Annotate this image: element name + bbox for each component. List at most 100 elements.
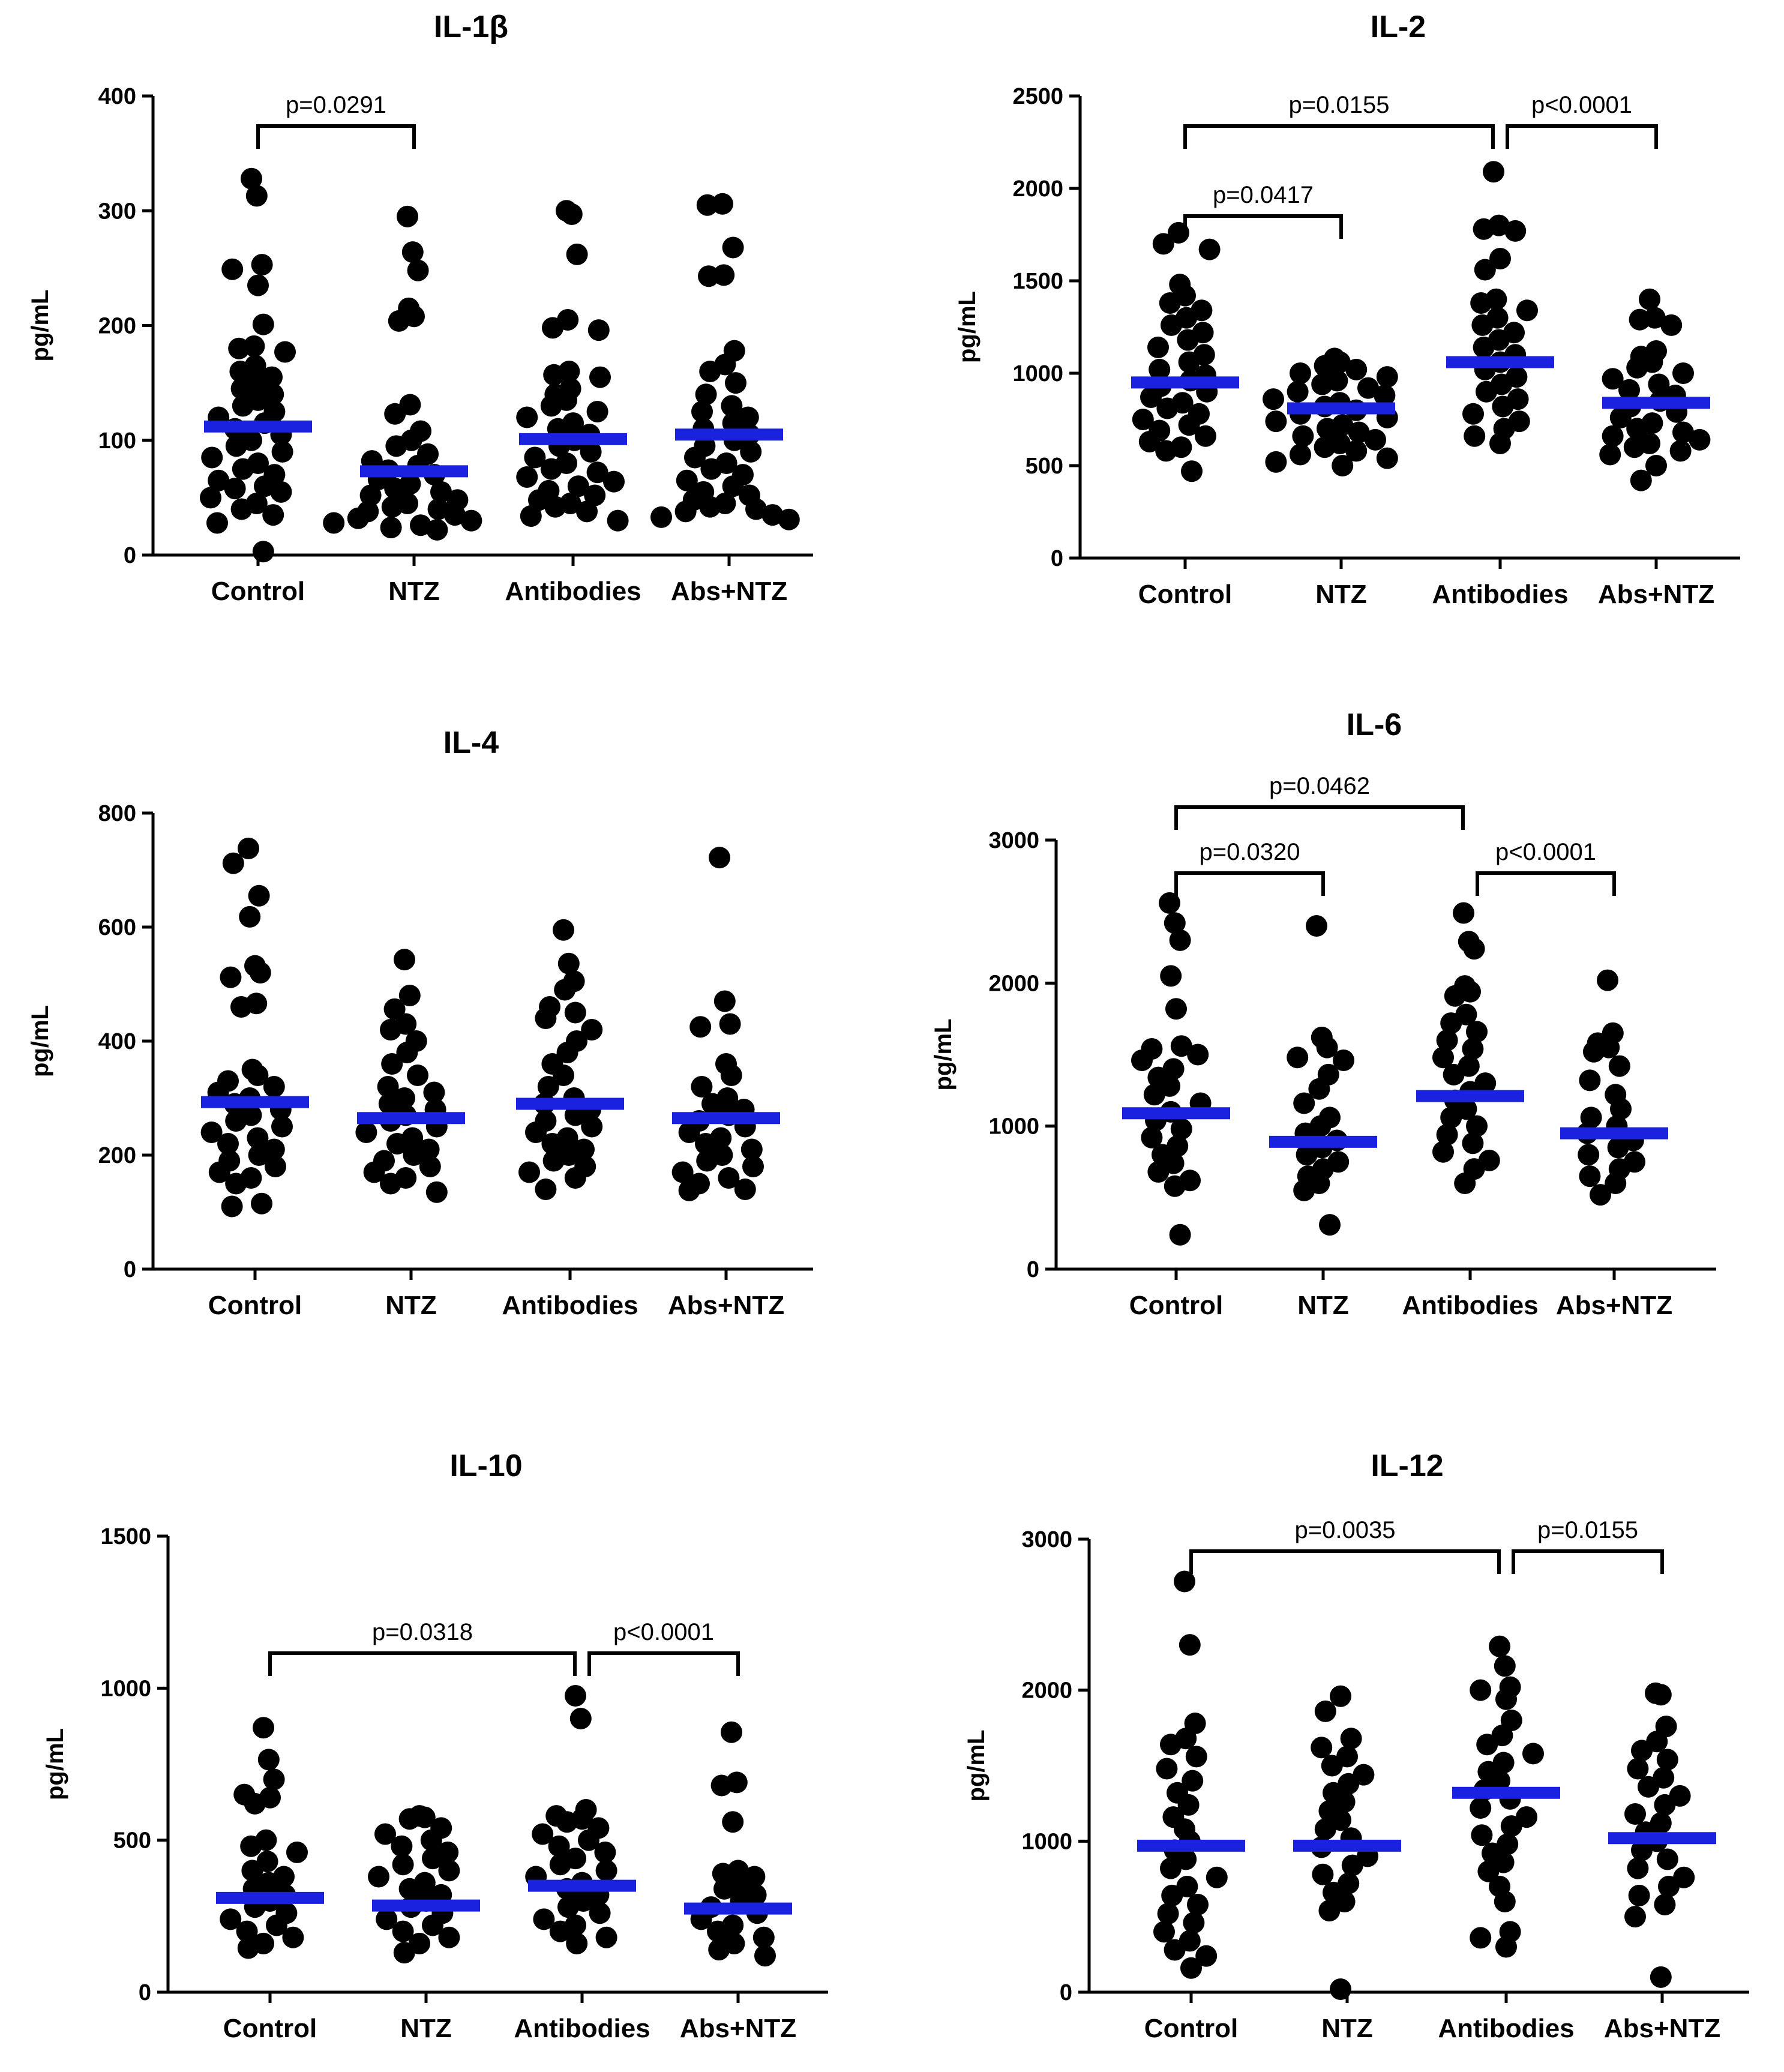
data-point: [427, 498, 449, 520]
data-point: [1140, 386, 1162, 409]
data-point: [1147, 336, 1169, 358]
data-point: [1626, 356, 1648, 379]
data-point: [1672, 362, 1694, 384]
data-point: [419, 1156, 441, 1177]
data-point: [1164, 1175, 1186, 1197]
data-point: [691, 1076, 713, 1098]
data-point: [1650, 1684, 1672, 1706]
p-value-label: p=0.0417: [1213, 182, 1314, 208]
data-point: [719, 1013, 741, 1035]
data-point: [1629, 308, 1651, 331]
data-point: [722, 412, 744, 434]
data-point: [576, 500, 598, 523]
data-point: [1432, 1141, 1454, 1163]
data-point: [222, 852, 244, 874]
data-point: [586, 461, 608, 484]
data-point: [1578, 1144, 1600, 1166]
data-point: [1470, 1927, 1492, 1949]
y-tick-label: 1500: [100, 1524, 151, 1549]
data-point: [1650, 1966, 1672, 1988]
data-point: [1159, 892, 1180, 914]
data-point: [553, 1065, 574, 1086]
data-point: [1160, 1734, 1182, 1756]
data-point: [1180, 1957, 1202, 1979]
data-point: [1178, 351, 1200, 373]
data-point: [713, 990, 736, 1012]
y-axis-label: pg/mL: [954, 291, 981, 363]
data-point: [398, 1808, 421, 1830]
data-point: [528, 489, 550, 511]
data-point: [1292, 425, 1314, 447]
data-point: [286, 1841, 308, 1863]
data-point: [407, 1065, 428, 1086]
y-tick-label: 100: [98, 428, 136, 454]
data-point: [1658, 1875, 1680, 1897]
data-point: [1293, 1179, 1315, 1201]
data-point: [1308, 1078, 1330, 1100]
data-point: [1290, 362, 1311, 384]
data-point: [1365, 428, 1386, 451]
y-tick-label: 400: [98, 1029, 136, 1054]
data-point: [1669, 440, 1692, 462]
data-point: [1583, 1041, 1605, 1063]
data-point: [1376, 366, 1398, 388]
data-point: [1314, 1700, 1336, 1722]
data-point: [1639, 288, 1660, 310]
data-point: [230, 996, 252, 1018]
data-point: [518, 1161, 540, 1183]
x-tick-label: NTZ: [1297, 1291, 1349, 1320]
data-point: [721, 395, 743, 417]
x-tick-label: Control: [211, 577, 305, 606]
data-point: [381, 1053, 403, 1075]
data-point: [384, 403, 406, 425]
y-tick-label: 2500: [1012, 84, 1063, 109]
data-point: [1314, 1818, 1336, 1840]
data-point: [1440, 1012, 1462, 1034]
data-point: [1132, 409, 1154, 430]
data-point: [1143, 1084, 1165, 1106]
data-point: [542, 317, 563, 339]
data-point: [1494, 1891, 1516, 1912]
data-point: [274, 341, 296, 363]
data-point: [1341, 1854, 1363, 1876]
y-tick-label: 0: [124, 543, 136, 568]
data-point: [1317, 418, 1338, 440]
data-point: [564, 1001, 586, 1024]
x-tick-label: Control: [208, 1291, 302, 1320]
data-point: [1495, 1688, 1517, 1710]
data-point: [1198, 238, 1221, 260]
data-point: [241, 1860, 263, 1882]
data-point: [710, 1774, 733, 1797]
data-point: [1131, 1050, 1153, 1072]
data-point: [564, 1167, 586, 1189]
data-point: [699, 361, 721, 382]
data-point: [722, 475, 744, 497]
data-point: [676, 469, 698, 491]
data-point: [1462, 403, 1484, 425]
data-point: [368, 1866, 389, 1888]
data-point: [378, 1093, 400, 1115]
y-tick-label: 3000: [988, 828, 1039, 853]
data-point: [1345, 440, 1368, 462]
data-point: [232, 395, 254, 417]
y-tick-label: 1000: [100, 1676, 151, 1701]
data-point: [221, 1195, 243, 1218]
data-point: [266, 1914, 287, 1936]
x-tick-label: Abs+NTZ: [680, 2014, 796, 2043]
data-point: [1330, 1978, 1351, 2000]
data-point: [1654, 1894, 1676, 1916]
data-point: [1489, 248, 1511, 270]
data-point: [271, 1116, 293, 1138]
panel-title: IL-10: [449, 1449, 522, 1483]
data-point: [1454, 1173, 1476, 1194]
data-point: [248, 1144, 270, 1166]
data-point: [230, 498, 253, 520]
data-point: [241, 167, 262, 190]
data-point: [363, 1161, 385, 1183]
data-point: [1605, 1173, 1627, 1194]
p-value-label: p<0.0001: [1531, 92, 1632, 118]
data-point: [578, 1829, 599, 1851]
data-point: [323, 512, 345, 534]
data-point: [556, 1811, 578, 1833]
data-point: [1164, 912, 1186, 934]
